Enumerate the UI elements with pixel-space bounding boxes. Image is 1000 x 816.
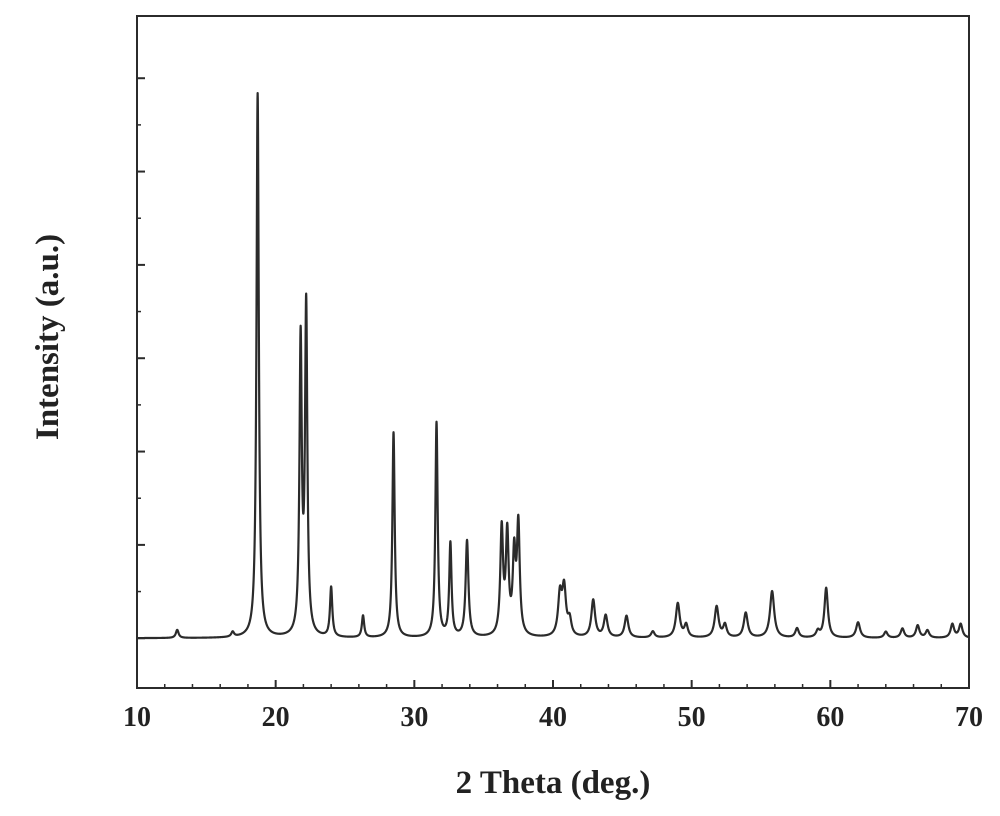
diffraction-pattern-line <box>136 91 970 640</box>
plot-area-frame <box>136 15 970 689</box>
x-axis-tick-labels: 10 20 30 40 50 60 70 <box>123 702 983 733</box>
y-axis-title: Intensity (a.u.) <box>30 234 66 440</box>
x-tick-label: 70 <box>955 702 983 733</box>
y-axis-ticks <box>137 77 145 640</box>
x-tick-label: 50 <box>678 702 706 733</box>
x-tick-label: 10 <box>123 702 151 733</box>
x-tick-label: 40 <box>539 702 567 733</box>
x-tick-label: 30 <box>400 702 428 733</box>
x-tick-label: 60 <box>816 702 844 733</box>
x-tick-label: 20 <box>262 702 290 733</box>
x-axis-ticks <box>136 680 970 688</box>
x-axis-title: 2 Theta (deg.) <box>456 765 651 801</box>
